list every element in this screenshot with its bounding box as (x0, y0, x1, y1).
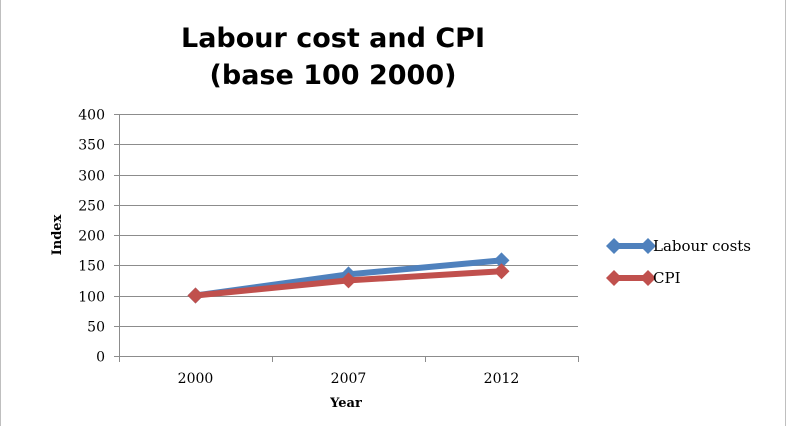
grid-layer (114, 114, 579, 362)
data-point-marker (493, 263, 510, 280)
y-tick-label: 200 (78, 229, 105, 245)
chart-subtitle: (base 100 2000) (210, 60, 457, 91)
legend-marker (640, 238, 656, 254)
y-tick-label: 250 (78, 199, 105, 215)
y-tick-label: 350 (78, 138, 105, 154)
legend-marker (606, 270, 622, 286)
legend-label: Labour costs (653, 237, 751, 255)
series-cpi (187, 263, 510, 304)
data-point-marker (493, 252, 510, 269)
series-layer (187, 252, 510, 304)
legend-marker (640, 270, 656, 286)
x-tick-labels: 2000 2007 2012 (178, 371, 520, 387)
data-point-marker (340, 272, 357, 289)
legend-item-cpi: CPI (606, 269, 681, 287)
data-point-marker (187, 287, 204, 304)
y-axis-title: Index (50, 214, 65, 255)
y-tick-label: 400 (78, 108, 105, 124)
y-tick-label: 150 (78, 259, 105, 275)
x-tick-label: 2007 (331, 371, 367, 387)
x-tick-label: 2000 (178, 371, 214, 387)
legend-item-labour-costs: Labour costs (606, 237, 751, 255)
legend-marker (606, 238, 622, 254)
legend-label: CPI (653, 269, 681, 287)
x-axis-title: Year (329, 396, 362, 411)
x-tick-label: 2012 (484, 371, 520, 387)
y-tick-labels: 0 50 100 150 200 250 300 350 400 (78, 108, 105, 366)
y-tick-label: 0 (96, 350, 105, 366)
legend: Labour costs CPI (606, 237, 751, 287)
y-tick-label: 300 (78, 169, 105, 185)
chart-title: Labour cost and CPI (181, 23, 485, 54)
y-tick-label: 100 (78, 290, 105, 306)
y-tick-label: 50 (87, 320, 105, 336)
